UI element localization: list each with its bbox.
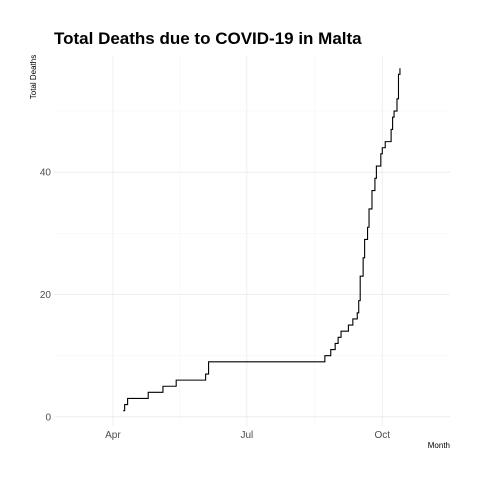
- grid: [54, 56, 450, 426]
- series-line: [123, 68, 401, 412]
- y-tick-label: 40: [40, 168, 52, 179]
- y-axis: 0 20 40: [40, 168, 52, 424]
- chart-title: Total Deaths due to COVID-19 in Malta: [54, 29, 362, 48]
- x-axis: Apr Jul Oct: [105, 430, 390, 441]
- x-axis-title: Month: [428, 441, 450, 450]
- y-axis-title: Total Deaths: [29, 55, 38, 99]
- x-tick-label: Oct: [375, 430, 391, 441]
- y-tick-label: 20: [40, 290, 52, 301]
- x-tick-label: Jul: [240, 430, 253, 441]
- x-tick-label: Apr: [105, 430, 121, 441]
- y-tick-label: 0: [45, 412, 51, 423]
- plot-area: [123, 68, 401, 412]
